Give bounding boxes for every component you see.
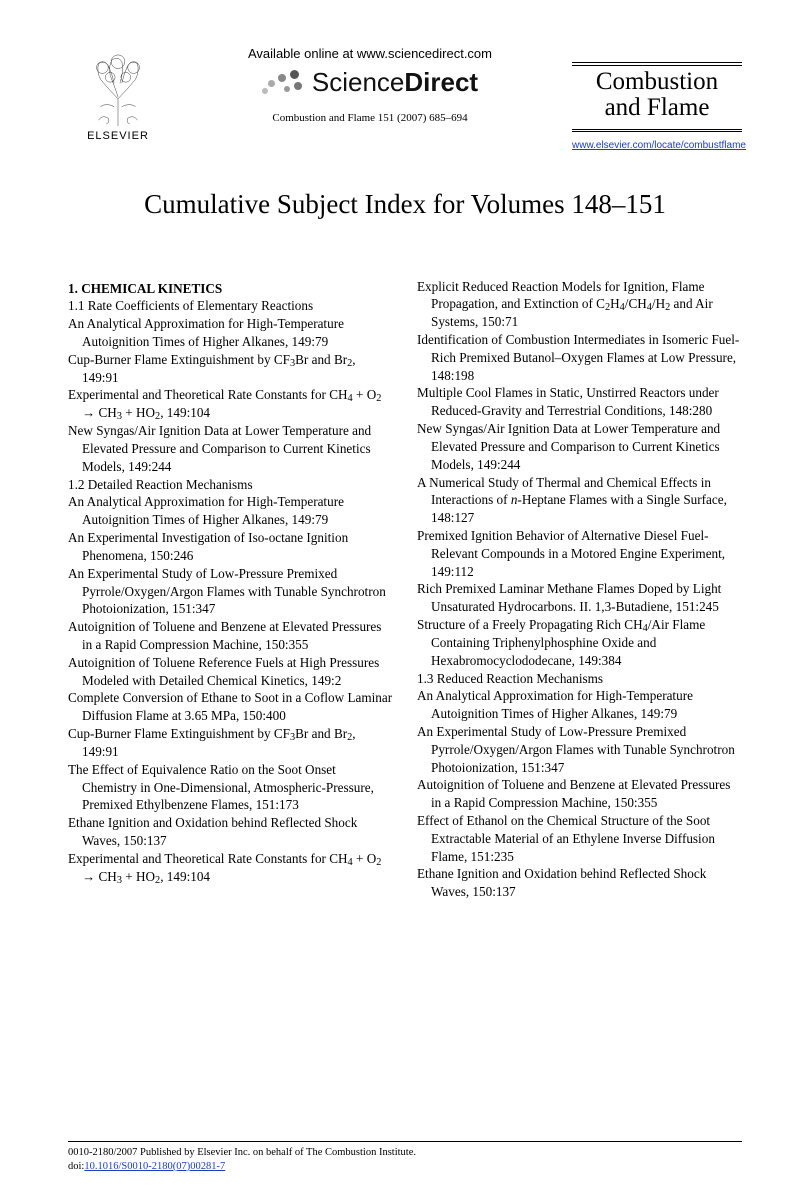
left-column: 1. CHEMICAL KINETICS1.1 Rate Coefficient… [68, 278, 393, 902]
sd-dots-icon [262, 68, 306, 98]
index-entry: An Analytical Approximation for High-Tem… [68, 315, 393, 351]
index-entry: An Experimental Study of Low-Pressure Pr… [417, 723, 742, 776]
journal-title: Combustion and Flame [572, 62, 742, 130]
citation-line: Combustion and Flame 151 (2007) 685–694 [168, 112, 572, 124]
index-entry: New Syngas/Air Ignition Data at Lower Te… [68, 422, 393, 475]
index-entry: Ethane Ignition and Oxidation behind Ref… [68, 814, 393, 850]
journal-title-line1: Combustion [572, 69, 742, 95]
index-entry: A Numerical Study of Thermal and Chemica… [417, 474, 742, 527]
index-entry: Explicit Reduced Reaction Models for Ign… [417, 278, 742, 332]
sciencedirect-logo: ScienceDirect [168, 67, 572, 98]
page-title: Cumulative Subject Index for Volumes 148… [68, 189, 742, 220]
journal-title-line2: and Flame [572, 95, 742, 121]
index-entry: An Experimental Study of Low-Pressure Pr… [68, 565, 393, 618]
available-online-text: Available online at www.sciencedirect.co… [168, 46, 572, 61]
page-footer: 0010-2180/2007 Published by Elsevier Inc… [68, 1141, 742, 1174]
subsection-heading: 1.3 Reduced Reaction Mechanisms [417, 670, 742, 688]
copyright-line: 0010-2180/2007 Published by Elsevier Inc… [68, 1146, 742, 1160]
index-entry: Experimental and Theoretical Rate Consta… [68, 850, 393, 886]
index-entry: Ethane Ignition and Oxidation behind Ref… [417, 865, 742, 901]
index-entry: Structure of a Freely Propagating Rich C… [417, 616, 742, 670]
right-column: Explicit Reduced Reaction Models for Ign… [417, 278, 742, 902]
index-entry: Cup-Burner Flame Extinguishment by CF3Br… [68, 725, 393, 761]
sd-wordmark: ScienceDirect [312, 67, 478, 98]
doi-link[interactable]: 10.1016/S0010-2180(07)00281-7 [84, 1161, 225, 1172]
index-entry: The Effect of Equivalence Ratio on the S… [68, 761, 393, 814]
index-entry: Experimental and Theoretical Rate Consta… [68, 386, 393, 422]
index-entry: Identification of Combustion Intermediat… [417, 331, 742, 384]
doi-line: doi:10.1016/S0010-2180(07)00281-7 [68, 1160, 742, 1174]
index-entry: Multiple Cool Flames in Static, Unstirre… [417, 384, 742, 420]
index-entry: Effect of Ethanol on the Chemical Struct… [417, 812, 742, 865]
subsection-heading: 1.2 Detailed Reaction Mechanisms [68, 476, 393, 494]
index-entry: Premixed Ignition Behavior of Alternativ… [417, 527, 742, 580]
elsevier-tree-icon [79, 50, 157, 128]
index-entry: Autoignition of Toluene and Benzene at E… [68, 618, 393, 654]
index-entry: An Analytical Approximation for High-Tem… [68, 493, 393, 529]
index-columns: 1. CHEMICAL KINETICS1.1 Rate Coefficient… [68, 278, 742, 902]
journal-block: Combustion and Flame www.elsevier.com/lo… [572, 40, 742, 151]
publisher-block: ELSEVIER [68, 40, 168, 142]
index-entry: Autoignition of Toluene Reference Fuels … [68, 654, 393, 690]
page-header: ELSEVIER Available online at www.science… [68, 40, 742, 151]
center-header: Available online at www.sciencedirect.co… [168, 40, 572, 124]
subsection-heading: 1.1 Rate Coefficients of Elementary Reac… [68, 297, 393, 315]
publisher-label: ELSEVIER [68, 130, 168, 142]
index-entry: Autoignition of Toluene and Benzene at E… [417, 776, 742, 812]
index-entry: An Experimental Investigation of Iso-oct… [68, 529, 393, 565]
index-entry: An Analytical Approximation for High-Tem… [417, 687, 742, 723]
journal-url-link[interactable]: www.elsevier.com/locate/combustflame [572, 140, 742, 151]
index-entry: Complete Conversion of Ethane to Soot in… [68, 689, 393, 725]
index-entry: Cup-Burner Flame Extinguishment by CF3Br… [68, 351, 393, 387]
index-entry: Rich Premixed Laminar Methane Flames Dop… [417, 580, 742, 616]
section-heading: 1. CHEMICAL KINETICS [68, 280, 393, 298]
index-entry: New Syngas/Air Ignition Data at Lower Te… [417, 420, 742, 473]
